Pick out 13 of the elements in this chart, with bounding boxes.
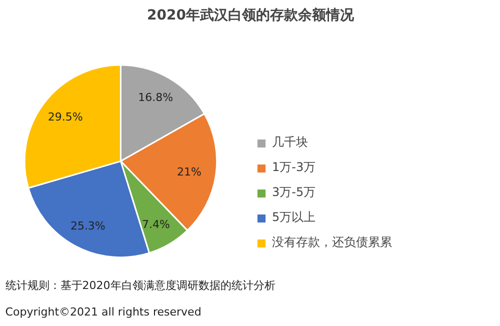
legend-label: 几千块	[272, 134, 308, 151]
legend-label: 3万-5万	[272, 184, 316, 201]
legend-label: 5万以上	[272, 209, 316, 226]
data-label: 25.3%	[70, 219, 106, 232]
data-label: 16.8%	[138, 91, 174, 104]
text: Copyright©2021 all rights reserved	[5, 306, 202, 319]
chart-title: 2020年武汉白领的存款余额情况	[147, 6, 355, 24]
data-label: 29.5%	[48, 110, 83, 124]
legend-label: 1万-3万	[272, 159, 316, 176]
data-label: 7.4%	[142, 218, 170, 231]
legend-label: 没有存款，还负债累累	[272, 234, 392, 251]
text: 统计规则：基于2020年白领满意度调研数据的统计分析	[5, 279, 276, 292]
data-label: 21%	[176, 165, 202, 178]
